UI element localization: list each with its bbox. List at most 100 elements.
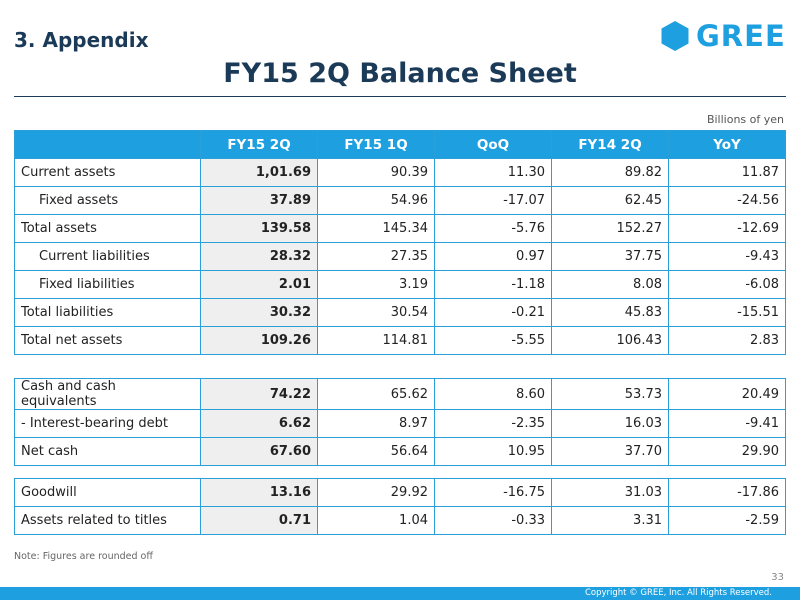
page-title: FY15 2Q Balance Sheet [223, 58, 577, 89]
footer-bar: Copyright © GREE, Inc. All Rights Reserv… [0, 587, 800, 600]
highlight-value: 37.89 [200, 186, 318, 215]
cell-value: 65.62 [317, 378, 435, 410]
column-header: YoY [668, 130, 786, 159]
balance-sheet-table: FY15 2Q FY15 1Q QoQ FY14 2Q YoY Current … [14, 130, 786, 355]
other-assets-table: Goodwill 13.16 29.92 -16.75 31.03 -17.86… [14, 478, 786, 535]
column-header: QoQ [434, 130, 552, 159]
cell-value: 27.35 [317, 242, 435, 271]
cell-value: 1.04 [317, 506, 435, 535]
cell-value: -0.33 [434, 506, 552, 535]
title-divider [14, 96, 786, 97]
row-label: Fixed assets [14, 186, 201, 215]
unit-label: Billions of yen [706, 113, 784, 126]
highlight-value: 1,01.69 [200, 158, 318, 187]
row-label: Net cash [14, 437, 201, 466]
logo-text: GREE [696, 19, 786, 53]
cell-value: -24.56 [668, 186, 786, 215]
section-title: 3. Appendix [14, 28, 149, 52]
highlight-value: 2.01 [200, 270, 318, 299]
cell-value: 8.60 [434, 378, 552, 410]
highlight-value: 30.32 [200, 298, 318, 327]
page-number: 33 [771, 572, 784, 583]
highlight-value: 13.16 [200, 478, 318, 507]
column-header: FY15 2Q [200, 130, 318, 159]
cell-value: 62.45 [551, 186, 669, 215]
cell-value: 45.83 [551, 298, 669, 327]
row-label: Total assets [14, 214, 201, 243]
cell-value: 3.31 [551, 506, 669, 535]
cell-value: 16.03 [551, 409, 669, 438]
row-label: Assets related to titles [14, 506, 201, 535]
highlight-value: 6.62 [200, 409, 318, 438]
table-row: Assets related to titles 0.71 1.04 -0.33… [14, 506, 786, 535]
table-row: Total liabilities 30.32 30.54 -0.21 45.8… [14, 298, 786, 327]
column-header: FY14 2Q [551, 130, 669, 159]
table-row: Current liabilities 28.32 27.35 0.97 37.… [14, 242, 786, 271]
row-label: Total net assets [14, 326, 201, 355]
cell-value: 8.08 [551, 270, 669, 299]
cell-value: 3.19 [317, 270, 435, 299]
highlight-value: 74.22 [200, 378, 318, 410]
cell-value: 0.97 [434, 242, 552, 271]
cell-value: 106.43 [551, 326, 669, 355]
table-row: Goodwill 13.16 29.92 -16.75 31.03 -17.86 [14, 478, 786, 507]
net-cash-table: Cash and cash equivalents 74.22 65.62 8.… [14, 378, 786, 466]
cell-value: 37.75 [551, 242, 669, 271]
cell-value: 11.87 [668, 158, 786, 187]
highlight-value: 109.26 [200, 326, 318, 355]
row-label: Goodwill [14, 478, 201, 507]
cell-value: 145.34 [317, 214, 435, 243]
cell-value: 114.81 [317, 326, 435, 355]
cell-value: 8.97 [317, 409, 435, 438]
footnote: Note: Figures are rounded off [14, 551, 153, 562]
cell-value: -17.86 [668, 478, 786, 507]
cell-value: 30.54 [317, 298, 435, 327]
table-row: Cash and cash equivalents 74.22 65.62 8.… [14, 378, 786, 410]
cell-value: -2.35 [434, 409, 552, 438]
header-blank-cell [14, 130, 201, 159]
row-label: Current assets [14, 158, 201, 187]
cell-value: -6.08 [668, 270, 786, 299]
cell-value: 31.03 [551, 478, 669, 507]
row-label: Fixed liabilities [14, 270, 201, 299]
table-row: Total net assets 109.26 114.81 -5.55 106… [14, 326, 786, 355]
column-header: FY15 1Q [317, 130, 435, 159]
highlight-value: 28.32 [200, 242, 318, 271]
row-label: - Interest-bearing debt [14, 409, 201, 438]
cell-value: -9.43 [668, 242, 786, 271]
table-row: Fixed liabilities 2.01 3.19 -1.18 8.08 -… [14, 270, 786, 299]
table-row: Fixed assets 37.89 54.96 -17.07 62.45 -2… [14, 186, 786, 215]
highlight-value: 0.71 [200, 506, 318, 535]
cell-value: -16.75 [434, 478, 552, 507]
highlight-value: 67.60 [200, 437, 318, 466]
gree-logo: GREE [660, 20, 785, 52]
row-label: Current liabilities [14, 242, 201, 271]
cell-value: -15.51 [668, 298, 786, 327]
cell-value: -2.59 [668, 506, 786, 535]
cell-value: 37.70 [551, 437, 669, 466]
cell-value: 56.64 [317, 437, 435, 466]
row-label: Total liabilities [14, 298, 201, 327]
cell-value: 54.96 [317, 186, 435, 215]
cell-value: 2.83 [668, 326, 786, 355]
table-row: - Interest-bearing debt 6.62 8.97 -2.35 … [14, 409, 786, 438]
table-row: Current assets 1,01.69 90.39 11.30 89.82… [14, 158, 786, 187]
cell-value: 11.30 [434, 158, 552, 187]
cell-value: 29.90 [668, 437, 786, 466]
table-row: Total assets 139.58 145.34 -5.76 152.27 … [14, 214, 786, 243]
table-header-row: FY15 2Q FY15 1Q QoQ FY14 2Q YoY [14, 130, 786, 159]
cell-value: 152.27 [551, 214, 669, 243]
cell-value: -9.41 [668, 409, 786, 438]
cell-value: -0.21 [434, 298, 552, 327]
cell-value: -1.18 [434, 270, 552, 299]
cell-value: -5.55 [434, 326, 552, 355]
cell-value: 90.39 [317, 158, 435, 187]
cell-value: 29.92 [317, 478, 435, 507]
cell-value: -12.69 [668, 214, 786, 243]
cell-value: -17.07 [434, 186, 552, 215]
table-row: Net cash 67.60 56.64 10.95 37.70 29.90 [14, 437, 786, 466]
cell-value: 89.82 [551, 158, 669, 187]
cell-value: 10.95 [434, 437, 552, 466]
cell-value: 20.49 [668, 378, 786, 410]
hexagon-logo-icon [661, 21, 689, 51]
